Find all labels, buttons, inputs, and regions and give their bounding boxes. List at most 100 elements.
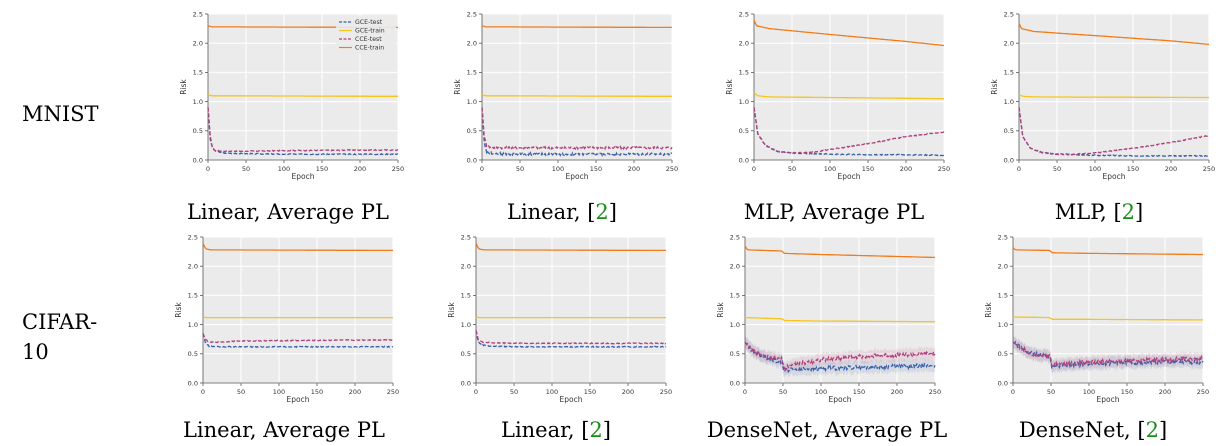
x-tick-label: 250: [938, 165, 950, 173]
plot-mnist-linear-ref: 0 50 100 150 200 250 0.0 0.5 1.0 1.5 2.0 2.5 Epoch Ri…: [453, 10, 678, 181]
x-tick-label: 150: [1127, 165, 1139, 173]
x-tick-label: 0: [201, 388, 205, 396]
y-tick-label: 2.5: [739, 10, 749, 18]
x-tick-label: 150: [584, 388, 596, 396]
y-tick-label: 1.5: [188, 292, 198, 300]
y-axis-label: Risk: [453, 79, 462, 95]
series-line-gce-train: [475, 316, 666, 319]
caption-mnist-mlp-avg: MLP, Average PL: [743, 200, 925, 224]
plot-cifar-densenet-avg: 0 50 100 150 200 250 0.0 0.5 1.0 1.5 2.0 2.5 Epoch Ri…: [716, 233, 941, 404]
series-line-cce-train: [1012, 247, 1203, 256]
legend-entry: CCE-test: [355, 36, 382, 43]
y-tick-label: 0.0: [730, 379, 740, 387]
y-axis-label: Risk: [984, 302, 993, 318]
x-axis-label: Epoch: [292, 172, 315, 181]
series-line-cce-test: [753, 107, 945, 154]
x-tick-label: 50: [779, 388, 787, 396]
x-tick-label: 200: [900, 165, 912, 173]
y-tick-label: 1.5: [739, 69, 749, 77]
series-line-gce-test: [202, 333, 394, 349]
plot-area: [203, 237, 393, 383]
x-tick-label: 100: [824, 165, 836, 173]
series-line-gce-test: [475, 330, 667, 349]
y-tick-label: 1.0: [188, 321, 198, 329]
series-line-gce-train: [745, 316, 935, 323]
x-axis-label: Epoch: [1103, 172, 1126, 181]
y-tick-label: 0.0: [193, 156, 203, 164]
y-tick-label: 0.5: [461, 350, 471, 358]
y-tick-label: 1.0: [193, 98, 203, 106]
y-tick-label: 0.0: [467, 156, 477, 164]
x-tick-label: 200: [628, 165, 640, 173]
series-band: [745, 336, 935, 376]
series-line-cce-test: [475, 330, 667, 345]
y-tick-label: 1.0: [998, 321, 1008, 329]
x-tick-label: 200: [622, 388, 634, 396]
x-axis-label: Epoch: [1097, 395, 1120, 404]
series-line-gce-train: [1018, 94, 1209, 99]
plot-cifar-linear-ref: 0 50 100 150 200 250 0.0 0.5 1.0 1.5 2.0 2.5 Epoch Ri…: [447, 233, 672, 404]
x-tick-label: 200: [354, 165, 366, 173]
y-tick-label: 2.0: [467, 40, 477, 48]
x-tick-label: 50: [1047, 388, 1055, 396]
x-axis-label: Epoch: [838, 172, 861, 181]
x-tick-label: 0: [206, 165, 210, 173]
citation-link[interactable]: 2: [589, 418, 603, 442]
x-tick-label: 200: [349, 388, 361, 396]
y-tick-label: 2.0: [188, 263, 198, 271]
y-tick-label: 1.5: [193, 69, 203, 77]
y-axis-label: Risk: [990, 79, 999, 95]
series-line-cce-test: [207, 107, 399, 153]
series-line-cce-train: [475, 242, 666, 252]
citation-link[interactable]: 2: [1121, 200, 1136, 224]
y-tick-label: 1.0: [467, 98, 477, 106]
x-tick-label: 50: [1053, 165, 1061, 173]
caption-cifar-densenet-ref: DenseNet, [2]: [1018, 418, 1168, 442]
series-line-cce-test: [1018, 107, 1210, 156]
x-tick-label: 100: [546, 388, 558, 396]
y-tick-label: 1.0: [730, 321, 740, 329]
plot-area: [1013, 237, 1203, 383]
series-line-cce-train: [202, 242, 393, 252]
plot-mnist-mlp-ref: 0 50 100 150 200 250 0.0 0.5 1.0 1.5 2.0 2.5 Epoch Ri…: [990, 10, 1215, 181]
series-line-gce-test: [207, 107, 399, 156]
y-tick-label: 1.0: [739, 98, 749, 106]
series-line-gce-train: [1013, 316, 1203, 321]
series-line-gce-test: [753, 107, 945, 157]
y-axis-label: Risk: [725, 79, 734, 95]
y-tick-label: 1.0: [1004, 98, 1014, 106]
x-tick-label: 50: [242, 165, 250, 173]
plot-area: [476, 237, 666, 383]
series-line-cce-test: [202, 333, 394, 344]
x-tick-label: 150: [853, 388, 865, 396]
y-tick-label: 0.5: [193, 127, 203, 135]
caption-mnist-linear-ref: Linear, [2]: [507, 200, 617, 224]
legend-entry: GCE-train: [355, 28, 385, 35]
series-line-cce-train: [1018, 22, 1210, 46]
series-line-cce-train: [744, 245, 935, 259]
x-tick-label: 100: [815, 388, 827, 396]
x-tick-label: 200: [891, 388, 903, 396]
y-tick-label: 2.5: [1004, 10, 1014, 18]
y-tick-label: 0.0: [1004, 156, 1014, 164]
x-tick-label: 150: [590, 165, 602, 173]
x-axis-label: Epoch: [560, 395, 583, 404]
y-tick-label: 0.5: [730, 350, 740, 358]
caption-mnist-mlp-ref: MLP, [2]: [1054, 200, 1144, 224]
plot-mnist-linear-avg: 0 50 100 150 200 250 0.0 0.5 1.0 1.5 2.0 2.5 Epoch Ri…: [179, 10, 404, 181]
citation-link[interactable]: 2: [595, 200, 609, 224]
y-tick-label: 0.5: [1004, 127, 1014, 135]
y-tick-label: 1.5: [998, 292, 1008, 300]
y-tick-label: 1.5: [730, 292, 740, 300]
x-tick-label: 50: [237, 388, 245, 396]
y-tick-label: 0.5: [188, 350, 198, 358]
y-tick-label: 2.5: [998, 233, 1008, 241]
y-tick-label: 0.0: [998, 379, 1008, 387]
y-tick-label: 0.0: [739, 156, 749, 164]
plot-area: [482, 14, 672, 160]
caption-cifar-linear-avg: Linear, Average PL: [182, 418, 385, 442]
y-tick-label: 0.5: [998, 350, 1008, 358]
citation-link[interactable]: 2: [1145, 418, 1159, 442]
series-line-gce-train: [481, 93, 672, 97]
plot-area: [1019, 14, 1209, 160]
